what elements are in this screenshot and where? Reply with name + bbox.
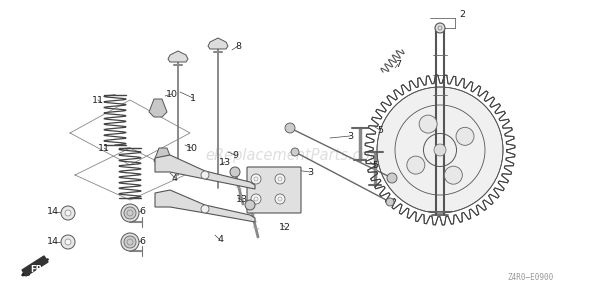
Circle shape <box>386 198 394 206</box>
Text: 14: 14 <box>47 208 59 216</box>
Circle shape <box>201 205 209 213</box>
Text: 6: 6 <box>139 238 145 246</box>
Polygon shape <box>154 148 172 166</box>
Polygon shape <box>155 155 255 189</box>
Text: 3: 3 <box>307 168 313 176</box>
Text: 8: 8 <box>235 41 241 51</box>
Text: 9: 9 <box>232 151 238 160</box>
Circle shape <box>121 233 139 251</box>
Circle shape <box>61 206 75 220</box>
Circle shape <box>65 210 71 216</box>
Circle shape <box>419 115 437 133</box>
Text: 6: 6 <box>139 208 145 216</box>
Circle shape <box>275 194 285 204</box>
Circle shape <box>434 144 446 156</box>
Circle shape <box>407 156 425 174</box>
Polygon shape <box>168 51 188 62</box>
Circle shape <box>387 173 397 183</box>
Text: 11: 11 <box>98 143 110 153</box>
Polygon shape <box>149 99 167 117</box>
Circle shape <box>285 123 295 133</box>
Circle shape <box>435 23 445 33</box>
Circle shape <box>61 235 75 249</box>
Circle shape <box>245 200 255 210</box>
Text: 11: 11 <box>92 96 104 104</box>
Circle shape <box>291 148 299 156</box>
Circle shape <box>230 167 240 177</box>
Polygon shape <box>22 256 48 276</box>
Text: 12: 12 <box>279 223 291 231</box>
Text: Z4R0—E0900: Z4R0—E0900 <box>507 273 553 283</box>
Text: 5: 5 <box>377 126 383 134</box>
FancyBboxPatch shape <box>247 167 301 213</box>
Polygon shape <box>208 38 228 49</box>
Circle shape <box>251 194 261 204</box>
Text: 13: 13 <box>236 196 248 205</box>
Circle shape <box>275 174 285 184</box>
Circle shape <box>377 87 503 213</box>
Text: 7: 7 <box>395 59 401 69</box>
Text: 4: 4 <box>172 173 178 183</box>
Text: 14: 14 <box>47 238 59 246</box>
Text: 2: 2 <box>459 9 465 19</box>
Text: 1: 1 <box>190 93 196 103</box>
Circle shape <box>121 204 139 222</box>
Circle shape <box>251 174 261 184</box>
Text: 4: 4 <box>217 235 223 245</box>
Text: 13: 13 <box>219 158 231 166</box>
Text: FR.: FR. <box>30 265 46 273</box>
Circle shape <box>124 236 136 248</box>
Polygon shape <box>155 190 255 222</box>
Text: 5: 5 <box>372 161 378 170</box>
Text: 10: 10 <box>186 143 198 153</box>
Text: eReplacementParts.com: eReplacementParts.com <box>205 148 385 163</box>
Circle shape <box>201 171 209 179</box>
Text: 3: 3 <box>347 131 353 141</box>
Circle shape <box>456 127 474 145</box>
Circle shape <box>444 166 463 184</box>
Circle shape <box>65 239 71 245</box>
Text: 10: 10 <box>166 89 178 98</box>
Circle shape <box>124 207 136 219</box>
